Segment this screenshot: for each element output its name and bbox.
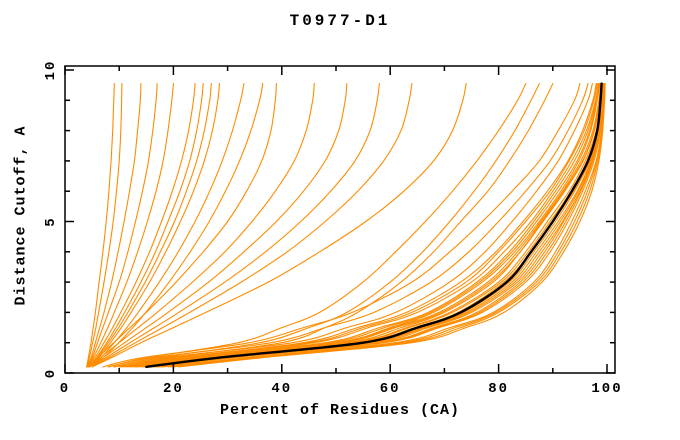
prediction-curve xyxy=(126,83,599,368)
prediction-curve xyxy=(86,83,142,368)
prediction-curve xyxy=(132,83,600,368)
prediction-curve xyxy=(88,83,264,368)
prediction-curve xyxy=(87,83,204,368)
prediction-curve xyxy=(88,83,245,368)
prediction-curve xyxy=(87,83,212,368)
y-axis-label: Distance Cutoff, A xyxy=(12,125,30,306)
x-tick-label: 20 xyxy=(163,381,184,397)
x-tick-label: 100 xyxy=(591,381,622,397)
y-tick-label: 5 xyxy=(43,216,59,226)
prediction-curve xyxy=(134,83,602,368)
prediction-curve xyxy=(86,83,196,368)
prediction-curve xyxy=(124,83,600,368)
chart-title: T0977-D1 xyxy=(289,12,391,30)
x-tick-label: 40 xyxy=(271,381,292,397)
y-tick-label: 0 xyxy=(43,368,59,378)
prediction-curve xyxy=(102,83,581,368)
x-tick-label: 60 xyxy=(380,381,401,397)
prediction-curve xyxy=(113,83,593,368)
prediction-curve xyxy=(91,83,467,368)
prediction-curve xyxy=(91,83,380,368)
prediction-curve xyxy=(118,83,554,368)
prediction-curve xyxy=(151,83,604,368)
prediction-curve xyxy=(91,83,348,368)
x-tick-label: 0 xyxy=(60,381,70,397)
reference-curve xyxy=(145,82,603,369)
prediction-curve xyxy=(107,83,589,368)
prediction-curve xyxy=(87,83,221,368)
prediction-curve xyxy=(151,83,604,368)
prediction-curve xyxy=(118,83,598,368)
prediction-curve xyxy=(86,83,158,368)
prediction-curve xyxy=(170,83,606,368)
prediction-curve xyxy=(129,83,601,368)
prediction-curve xyxy=(159,83,605,368)
prediction-curve xyxy=(86,83,174,368)
prediction-curve xyxy=(86,83,115,368)
prediction-curve xyxy=(86,83,123,368)
prediction-curve xyxy=(113,83,540,368)
prediction-curve xyxy=(121,83,597,368)
plot-frame xyxy=(64,65,616,374)
x-axis-label: Percent of Residues (CA) xyxy=(219,402,461,419)
prediction-curve xyxy=(91,83,413,368)
x-tick-label: 80 xyxy=(488,381,509,397)
prediction-curve xyxy=(107,83,527,368)
prediction-curve xyxy=(178,83,606,368)
y-tick-label: 10 xyxy=(43,60,59,81)
